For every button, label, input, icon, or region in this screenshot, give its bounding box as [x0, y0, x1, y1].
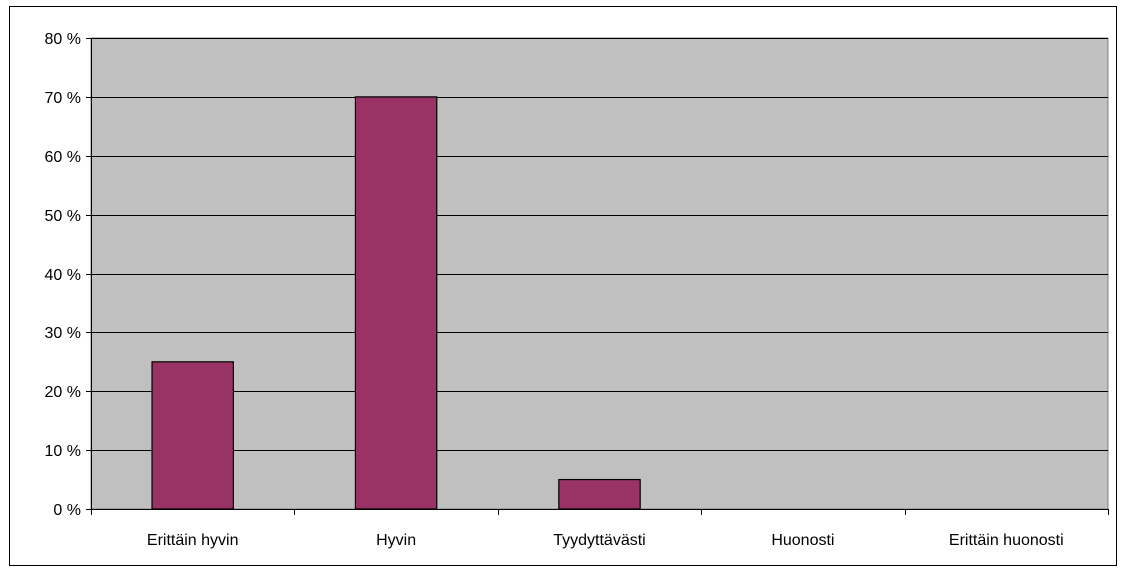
gridlines	[91, 38, 1108, 451]
bar	[151, 361, 234, 510]
y-tick-label: 70 %	[45, 90, 81, 107]
x-category-label: Hyvin	[376, 532, 416, 549]
y-tick-label: 10 %	[45, 443, 81, 460]
x-category-label: Tyydyttävästi	[553, 532, 645, 549]
bars	[151, 96, 641, 510]
y-tick-label: 0 %	[53, 502, 81, 519]
y-tick-label: 80 %	[45, 31, 81, 48]
y-tick-label: 20 %	[45, 384, 81, 401]
bar	[558, 478, 641, 510]
y-tick-label: 30 %	[45, 325, 81, 342]
y-tick-label: 60 %	[45, 149, 81, 166]
y-tick-label: 40 %	[45, 267, 81, 284]
bar	[354, 96, 438, 510]
x-category-label: Erittäin huonosti	[949, 532, 1064, 549]
y-axis: 0 % 10 % 20 % 30 % 40 % 50 % 60 % 70 % 80 %	[45, 31, 92, 519]
x-category-label: Erittäin hyvin	[147, 532, 239, 549]
x-category-label: Huonosti	[771, 532, 834, 549]
plot-area	[90, 37, 1109, 510]
x-axis: Erittäin hyvin Hyvin Tyydyttävästi Huonosti…	[91, 509, 1109, 549]
y-tick-label: 50 %	[45, 208, 81, 225]
